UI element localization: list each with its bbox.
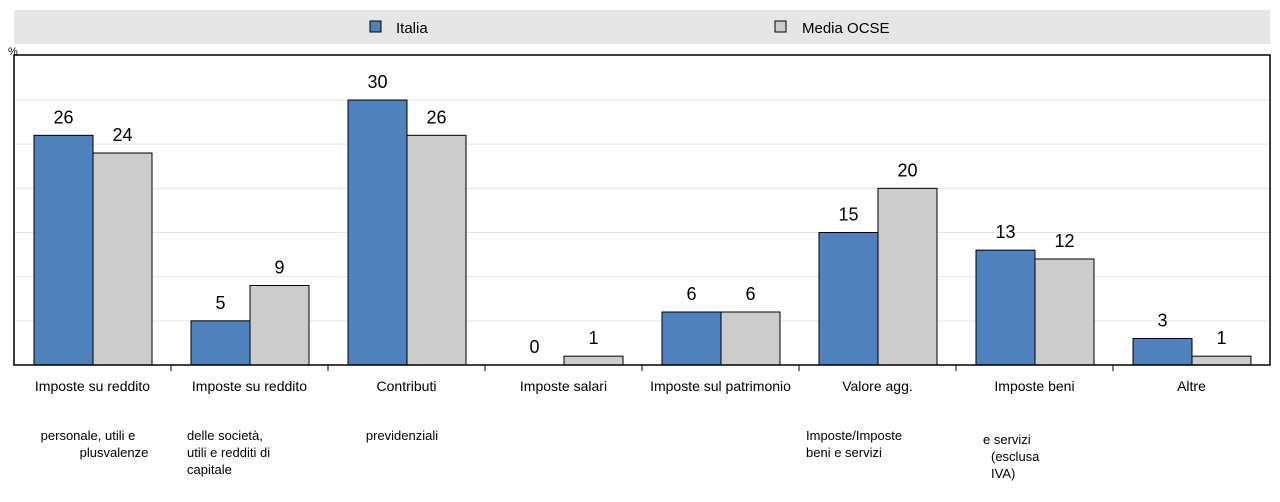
value-label: 0	[529, 337, 539, 357]
value-label: 13	[995, 222, 1015, 242]
value-label: 3	[1157, 311, 1167, 331]
bar-media-ocse	[563, 355, 624, 366]
category-label: Imposte sul patrimonio	[650, 378, 791, 394]
value-label: 9	[274, 258, 284, 278]
category-label: Imposte beni	[994, 378, 1074, 394]
x-ticks	[170, 365, 1114, 371]
value-label: 6	[686, 284, 696, 304]
value-label: 26	[426, 107, 446, 127]
category-sublabel: Imposte/Imposte beni e servizi	[806, 428, 902, 460]
category-label: Imposte salari	[520, 378, 607, 394]
value-label: 6	[745, 284, 755, 304]
bar-media-ocse	[877, 187, 938, 366]
category-sublabel: e servizi (esclusa IVA)	[983, 432, 1040, 481]
bar-media-ocse	[1034, 258, 1095, 366]
bar-italia	[347, 99, 408, 366]
bar-italia	[661, 311, 722, 366]
bar-italia	[1132, 338, 1193, 366]
category-label: Valore agg.	[842, 378, 913, 394]
bars	[33, 99, 1252, 366]
category-labels: Imposte su reddito Imposte su reddito Cont…	[35, 378, 1206, 394]
bar-italia	[33, 134, 94, 366]
category-label: Contributi	[377, 378, 437, 394]
value-label: 30	[367, 72, 387, 92]
category-label: Imposte su reddito	[192, 378, 307, 394]
bar-media-ocse	[92, 152, 153, 366]
value-label: 20	[897, 160, 917, 180]
bar-media-ocse	[720, 311, 781, 366]
value-label: 5	[215, 293, 225, 313]
category-label: Altre	[1177, 378, 1206, 394]
category-sublabels: personale, utili e plusvalenze delle socie…	[41, 428, 1041, 481]
bar-italia	[975, 249, 1036, 366]
legend-swatch-media-ocse	[774, 20, 787, 33]
bar-italia	[818, 232, 879, 366]
legend-background	[14, 10, 1270, 44]
value-label: 1	[588, 328, 598, 348]
bar-media-ocse	[406, 134, 467, 366]
category-sublabel: delle società, utili e redditi di capitale	[187, 428, 270, 477]
value-label: 26	[53, 107, 73, 127]
category-label: Imposte su reddito	[35, 378, 150, 394]
legend: Italia Media OCSE	[369, 20, 890, 37]
value-label: 15	[838, 205, 858, 225]
legend-label-media-ocse: Media OCSE	[802, 20, 890, 37]
bar-media-ocse	[249, 285, 310, 366]
bar-italia	[190, 320, 251, 366]
value-label: 12	[1054, 231, 1074, 251]
y-unit-label: %	[8, 46, 18, 58]
legend-swatch-italia	[369, 20, 382, 33]
category-sublabel: previdenziali	[366, 428, 438, 443]
value-label: 1	[1216, 328, 1226, 348]
value-label: 24	[112, 125, 132, 145]
bar-media-ocse	[1191, 355, 1252, 366]
value-labels: 26 24 5 9 30 26 0 1 6 6 15 20 13 12 3 1	[53, 72, 1226, 357]
category-sublabel: personale, utili e plusvalenze	[41, 428, 149, 460]
legend-label-italia: Italia	[396, 20, 428, 37]
